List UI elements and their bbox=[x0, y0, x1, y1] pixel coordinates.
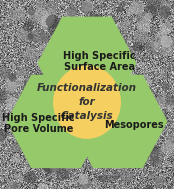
Text: Functionalization
for
Catalysis: Functionalization for Catalysis bbox=[37, 83, 137, 121]
Polygon shape bbox=[37, 17, 137, 110]
Polygon shape bbox=[6, 75, 106, 168]
Text: High Specific
Surface Area: High Specific Surface Area bbox=[63, 51, 136, 72]
Text: High Specific
Pore Volume: High Specific Pore Volume bbox=[2, 112, 75, 134]
Text: Mesopores: Mesopores bbox=[104, 120, 163, 130]
Circle shape bbox=[53, 65, 121, 139]
Polygon shape bbox=[68, 75, 168, 168]
